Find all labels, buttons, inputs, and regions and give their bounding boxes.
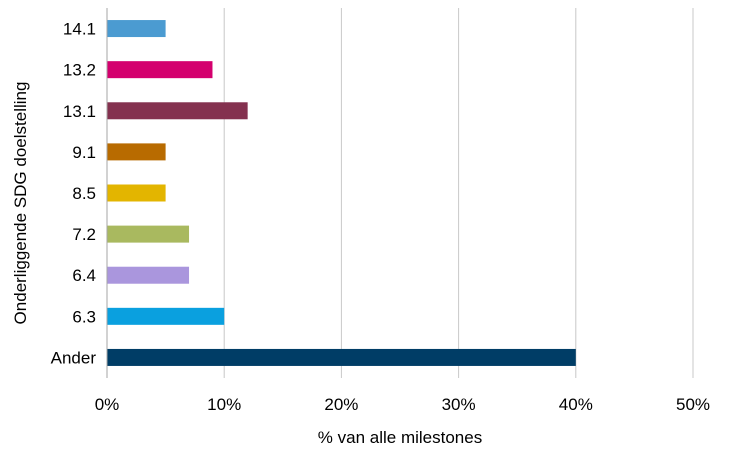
x-tick-label: 30%: [442, 395, 476, 414]
x-tick-label: 20%: [324, 395, 358, 414]
bar-14-1: [107, 20, 166, 38]
y-category-label: 9.1: [72, 143, 96, 162]
y-category-label: 6.3: [72, 307, 96, 326]
bar-13-1: [107, 102, 248, 120]
x-tick-label: 40%: [559, 395, 593, 414]
y-category-label: 6.4: [72, 266, 96, 285]
bar-7-2: [107, 225, 190, 243]
bar-9-1: [107, 143, 166, 161]
y-category-labels: 14.1 13.2 13.1 9.1 8.5 7.2 6.4 6.3 Ander: [51, 20, 97, 368]
y-category-label: 8.5: [72, 184, 96, 203]
gridlines: [223, 8, 694, 378]
y-axis-title: Onderliggende SDG doelstelling: [11, 82, 30, 325]
y-category-label: 13.2: [63, 61, 96, 80]
bar-ander: [107, 348, 576, 366]
y-category-label: 14.1: [63, 20, 96, 39]
x-tick-label: 0%: [95, 395, 120, 414]
bar-8-5: [107, 184, 166, 202]
bar-6-4: [107, 266, 190, 284]
y-category-label: 13.1: [63, 102, 96, 121]
y-category-label: 7.2: [72, 225, 96, 244]
bars: [107, 20, 576, 366]
x-tick-label: 50%: [676, 395, 710, 414]
x-tick-labels: 0% 10% 20% 30% 40% 50%: [95, 395, 710, 414]
bar-13-2: [107, 61, 213, 79]
y-category-label: Ander: [51, 348, 97, 367]
x-tick-label: 10%: [207, 395, 241, 414]
bar-6-3: [107, 307, 225, 325]
x-axis-title: % van alle milestones: [318, 428, 482, 447]
